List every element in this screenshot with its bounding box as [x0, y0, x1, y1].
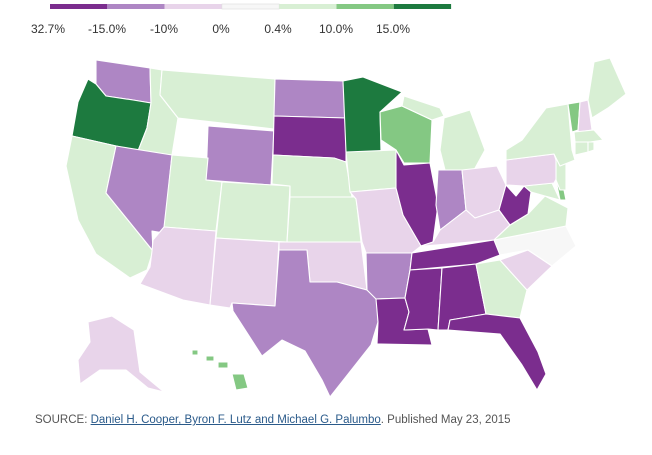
state-ny[interactable] — [505, 103, 576, 167]
legend-label-6: 15.0% — [376, 22, 410, 36]
state-mi[interactable] — [401, 95, 486, 171]
state-wy[interactable] — [205, 125, 275, 186]
source-footer: SOURCE: Daniel H. Cooper, Byron F. Lutz … — [35, 414, 511, 426]
state-ri[interactable] — [587, 141, 595, 153]
legend-label-1: -15.0% — [88, 22, 126, 36]
state-ga[interactable] — [475, 259, 528, 319]
source-prefix: SOURCE: — [35, 414, 91, 426]
published-date: . Published May 23, 2015 — [380, 414, 511, 426]
us-choropleth-map — [65, 57, 627, 398]
state-ak[interactable] — [77, 315, 165, 393]
state-ma[interactable] — [573, 129, 604, 143]
state-ks[interactable] — [286, 196, 362, 243]
state-hi[interactable] — [191, 349, 249, 391]
state-me[interactable] — [587, 57, 627, 119]
legend-label-0: 32.7% — [31, 22, 65, 36]
state-mt[interactable] — [159, 69, 276, 130]
legend: 32.7% -15.0% -10% 0% 0.4% 10.0% 15.0% — [31, 3, 452, 36]
state-ct[interactable] — [574, 141, 589, 156]
legend-swatch-6 — [393, 4, 452, 9]
source-authors-link[interactable]: Daniel H. Cooper, Byron F. Lutz and Mich… — [90, 414, 381, 426]
legend-swatch-0 — [50, 4, 108, 9]
legend-label-2: -10% — [150, 22, 178, 36]
legend-swatch-5 — [336, 4, 394, 9]
state-ms[interactable] — [403, 267, 443, 331]
state-nm[interactable] — [209, 237, 280, 309]
state-ky[interactable] — [420, 209, 511, 247]
legend-label-4: 0.4% — [264, 22, 292, 36]
state-tx[interactable] — [231, 249, 379, 398]
legend-swatch-1 — [107, 4, 165, 9]
state-ar[interactable] — [365, 252, 413, 300]
legend-swatch-3 — [221, 3, 280, 10]
state-ia[interactable] — [345, 149, 405, 193]
state-co[interactable] — [215, 181, 291, 243]
state-fl[interactable] — [447, 313, 547, 391]
legend-swatch-4 — [279, 4, 337, 9]
state-nd[interactable] — [273, 78, 347, 119]
legend-label-5: 10.0% — [319, 22, 353, 36]
legend-label-3: 0% — [212, 22, 230, 36]
legend-swatch-2 — [164, 4, 222, 9]
